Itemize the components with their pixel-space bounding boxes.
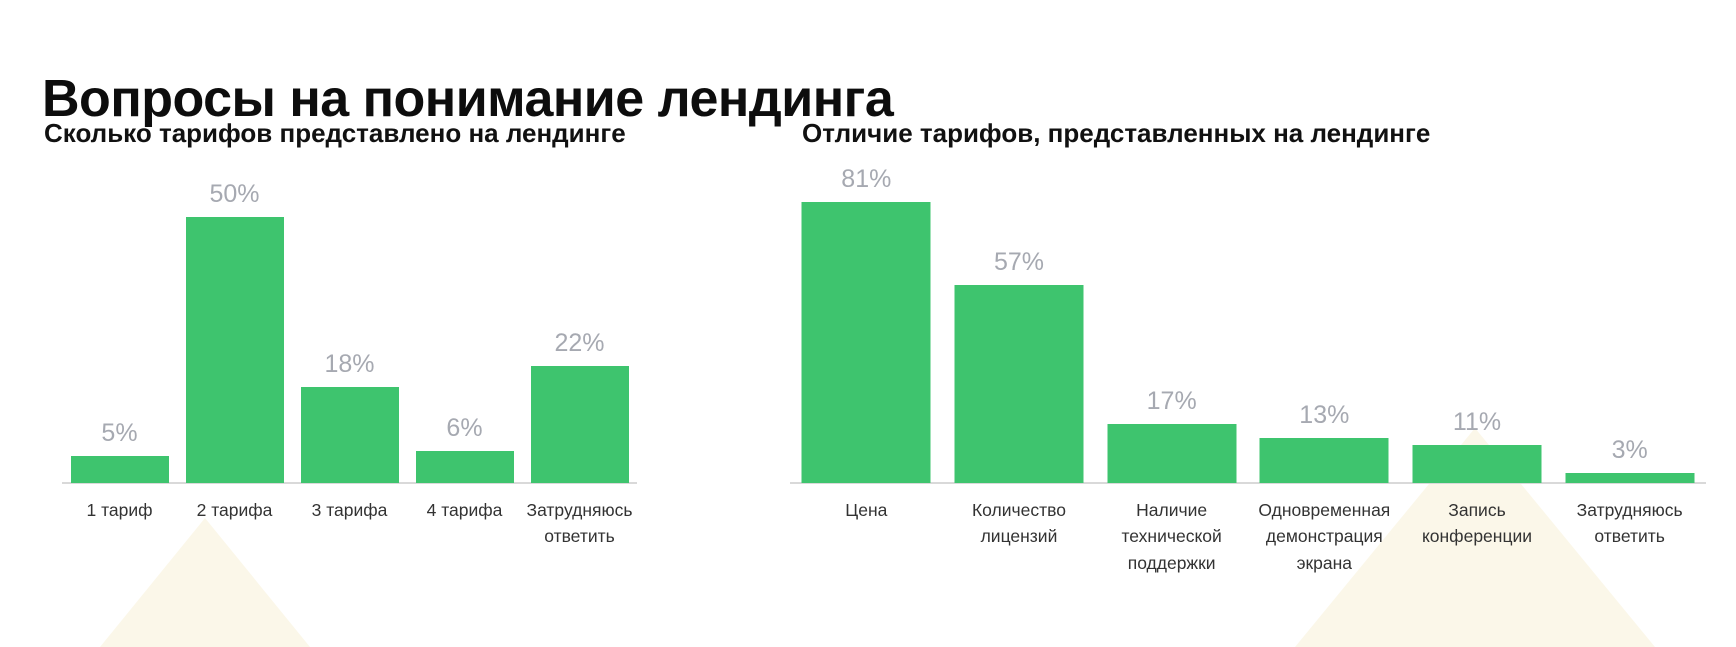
chart-title: Сколько тарифов представлено на лендинге — [44, 117, 626, 148]
bar-category-label: Затрудняюсь ответить — [526, 500, 633, 547]
bar-category-label: Количество лицензий — [971, 500, 1066, 547]
bar-category-label: Наличие технической поддержки — [1121, 500, 1222, 573]
bar — [70, 456, 169, 483]
bar-value-label: 11% — [1452, 408, 1502, 436]
x-axis-line — [62, 482, 637, 484]
bar-category-label: 3 тарифа — [311, 500, 388, 520]
plot-area: 81% 57% 17% 13% 11% 3% — [788, 143, 1718, 484]
bar-column: 3% — [1553, 143, 1706, 483]
bar-column: 13% — [1248, 143, 1401, 483]
bar-column: 81% — [790, 143, 943, 483]
bar-value-label: 81% — [841, 165, 892, 193]
bar-value-label: 17% — [1146, 387, 1197, 415]
bar-value-label: 13% — [1299, 401, 1350, 429]
bar-value-label: 5% — [101, 419, 138, 447]
plot-area: 5% 50% 18% 6% 22% — [42, 143, 682, 484]
bar-column: 57% — [943, 143, 1096, 483]
bar-category-label: Запись конференции — [1421, 500, 1533, 547]
bar-column: 6% — [407, 143, 522, 483]
x-axis-line — [790, 482, 1706, 484]
bar — [415, 451, 514, 483]
bar — [801, 202, 931, 483]
page-title: Вопросы на понимание лендинга — [42, 69, 894, 128]
bar-category-label: 1 тариф — [86, 500, 153, 520]
bar-column: 22% — [522, 143, 637, 483]
bar-value-label: 57% — [993, 248, 1045, 276]
bar-value-label: 22% — [554, 329, 605, 357]
bar-value-label: 6% — [446, 414, 483, 442]
bar — [1107, 424, 1237, 483]
bar — [530, 366, 629, 483]
bar-category-label: Затрудняюсь ответить — [1576, 500, 1683, 547]
bar — [1565, 473, 1695, 483]
bar-column: 18% — [292, 143, 407, 483]
bar-category-label: Цена — [845, 500, 888, 520]
bar-column: 17% — [1095, 143, 1248, 483]
bar-value-label: 3% — [1611, 436, 1648, 464]
chart-tariff-difference: Отличие тарифов, представленных на ленди… — [788, 0, 1718, 647]
bar-category-label: 2 тарифа — [196, 500, 273, 520]
bar-column: 5% — [62, 143, 177, 483]
bar-value-label: 50% — [209, 180, 260, 208]
chart-tariff-count: Сколько тарифов представлено на лендинге… — [42, 0, 682, 647]
bar — [1412, 445, 1542, 483]
bar — [954, 285, 1084, 483]
chart-title: Отличие тарифов, представленных на ленди… — [802, 117, 1431, 148]
bar — [185, 217, 284, 483]
bar — [300, 387, 399, 483]
bar-category-label: 4 тарифа — [426, 500, 503, 520]
bar-category-label: Одновременная демонстрация экрана — [1258, 500, 1391, 573]
bar-value-label: 18% — [324, 350, 375, 378]
bar-column: 50% — [177, 143, 292, 483]
bar — [1259, 438, 1389, 483]
bar-column: 11% — [1401, 143, 1554, 483]
